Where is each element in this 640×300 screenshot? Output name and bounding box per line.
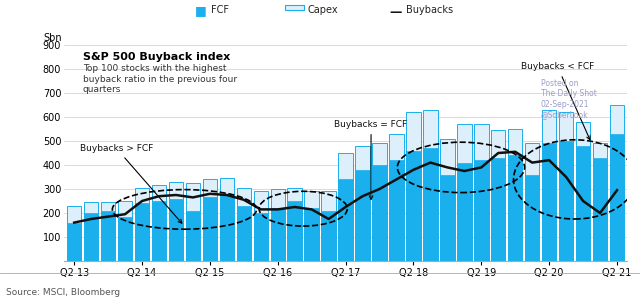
- Bar: [508, 155, 522, 261]
- Bar: [203, 179, 217, 261]
- Text: Buybacks > FCF: Buybacks > FCF: [80, 144, 182, 223]
- Bar: [372, 165, 387, 261]
- Text: ■: ■: [195, 4, 207, 17]
- Bar: [440, 139, 454, 261]
- Bar: [169, 182, 183, 261]
- Bar: [237, 188, 251, 261]
- Bar: [576, 122, 590, 261]
- Text: FCF: FCF: [211, 5, 229, 15]
- Bar: [152, 185, 166, 261]
- Bar: [491, 158, 506, 261]
- Bar: [84, 202, 99, 261]
- Bar: [339, 179, 353, 261]
- Bar: [135, 203, 149, 261]
- Text: Source: MSCI, Bloomberg: Source: MSCI, Bloomberg: [6, 288, 120, 297]
- Bar: [355, 170, 370, 261]
- Bar: [423, 110, 438, 261]
- Bar: [389, 134, 404, 261]
- Bar: [118, 201, 132, 261]
- Bar: [321, 211, 336, 261]
- Bar: [339, 153, 353, 261]
- Text: Buybacks < FCF: Buybacks < FCF: [521, 62, 595, 140]
- Bar: [457, 124, 472, 261]
- Bar: [525, 175, 540, 261]
- Bar: [67, 223, 81, 261]
- Text: Capex: Capex: [307, 5, 338, 15]
- Bar: [287, 188, 302, 261]
- Bar: [118, 217, 132, 261]
- Bar: [169, 199, 183, 261]
- Bar: [305, 191, 319, 261]
- Bar: [406, 151, 420, 261]
- Bar: [542, 110, 556, 261]
- Bar: [372, 143, 387, 261]
- Bar: [593, 158, 607, 261]
- Bar: [67, 206, 81, 261]
- Bar: [457, 163, 472, 261]
- Bar: [287, 201, 302, 261]
- Bar: [389, 160, 404, 261]
- Bar: [406, 112, 420, 261]
- Bar: [220, 195, 234, 261]
- Bar: [220, 178, 234, 261]
- Text: @SoberLook: @SoberLook: [541, 110, 588, 119]
- Bar: [559, 141, 573, 261]
- Bar: [423, 148, 438, 261]
- Bar: [542, 143, 556, 261]
- Text: —: —: [389, 6, 401, 19]
- Bar: [253, 213, 268, 261]
- Bar: [610, 134, 624, 261]
- Bar: [355, 146, 370, 261]
- Bar: [237, 206, 251, 261]
- Bar: [593, 143, 607, 261]
- Text: Sbn: Sbn: [44, 33, 62, 43]
- Text: S&P 500 Buyback index: S&P 500 Buyback index: [83, 52, 230, 62]
- Bar: [271, 208, 285, 261]
- Text: The Daily Shot: The Daily Shot: [541, 89, 596, 98]
- Text: Buybacks: Buybacks: [406, 5, 453, 15]
- Bar: [186, 183, 200, 261]
- Text: Top 100 stocks with the highest
buyback ratio in the previous four
quarters: Top 100 stocks with the highest buyback …: [83, 64, 237, 94]
- Bar: [559, 112, 573, 261]
- Bar: [321, 191, 336, 261]
- Bar: [491, 130, 506, 261]
- Bar: [305, 208, 319, 261]
- Text: 02-Sep-2021: 02-Sep-2021: [541, 100, 589, 109]
- Bar: [576, 146, 590, 261]
- Text: Buybacks = FCF: Buybacks = FCF: [335, 120, 408, 200]
- Bar: [84, 213, 99, 261]
- Bar: [508, 129, 522, 261]
- Bar: [474, 160, 488, 261]
- Bar: [203, 197, 217, 261]
- Bar: [101, 211, 115, 261]
- Bar: [525, 143, 540, 261]
- Bar: [152, 201, 166, 261]
- Bar: [135, 188, 149, 261]
- Text: Posted on: Posted on: [541, 79, 578, 88]
- Bar: [440, 175, 454, 261]
- Bar: [271, 189, 285, 261]
- Bar: [474, 124, 488, 261]
- Bar: [253, 191, 268, 261]
- Bar: [610, 105, 624, 261]
- Bar: [101, 202, 115, 261]
- Bar: [186, 211, 200, 261]
